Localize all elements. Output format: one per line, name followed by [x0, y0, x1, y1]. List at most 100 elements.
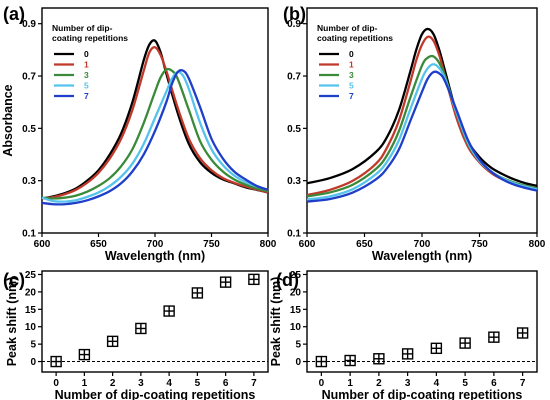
data-point — [344, 354, 356, 367]
y-tick-label: 0.9 — [22, 19, 36, 30]
y-tick-label: 0.1 — [287, 229, 301, 240]
y-axis-title: Peak shift (nm) — [5, 277, 19, 367]
x-tick-label: 2 — [110, 378, 116, 389]
data-point — [135, 322, 147, 335]
y-tick-label: 0.3 — [22, 176, 36, 187]
y-tick-label: 0 — [295, 357, 301, 368]
series-line-5 — [41, 70, 269, 203]
legend-label-7: 7 — [349, 91, 354, 101]
x-axis-title: Wavelength (nm) — [105, 249, 205, 263]
y-tick-label: 10 — [290, 322, 302, 333]
y-tick-label: 20 — [290, 287, 302, 298]
chart-panel-a: (a)600 650 700 750 8000.10.30.50.70.9Wavelen… — [1, 4, 277, 263]
data-point — [373, 353, 385, 365]
x-tick-label: 750 — [471, 239, 488, 250]
data-point — [459, 337, 471, 349]
legend-label-5: 5 — [84, 81, 89, 91]
y-tick-label: 0.9 — [287, 19, 301, 30]
x-tick-label: 7 — [251, 378, 257, 389]
y-tick-label: 5 — [295, 340, 301, 351]
x-tick-label: 7 — [520, 378, 526, 389]
data-point — [191, 287, 204, 299]
panel-label: (c) — [3, 270, 25, 290]
series-line-0 — [306, 27, 538, 188]
x-tick-label: 0 — [319, 378, 325, 389]
x-axis-title: Number of dip-coating repetitions — [55, 388, 256, 400]
y-axis-title: Absorbance — [1, 84, 15, 156]
series-line-1 — [41, 46, 269, 200]
legend-title: Number of dip- — [317, 23, 378, 33]
series-line-3 — [41, 67, 269, 200]
data-point — [430, 342, 443, 355]
x-tick-label: 4 — [166, 378, 172, 389]
y-tick-label: 0.7 — [287, 72, 301, 83]
y-tick-label: 0.5 — [287, 124, 301, 135]
panel-label: (d) — [276, 270, 299, 290]
y-tick-label: 5 — [30, 340, 36, 351]
x-tick-label: 650 — [356, 239, 373, 250]
data-point — [50, 355, 62, 368]
x-axis-title: Number of dip-coating repetitions — [322, 388, 523, 400]
plot-frame — [41, 270, 269, 373]
data-point — [248, 273, 260, 286]
legend-label-1: 1 — [349, 60, 354, 70]
x-tick-label: 1 — [82, 378, 88, 389]
x-tick-label: 700 — [414, 239, 431, 250]
chart-panel-b: (b)600 650 700 750 8000.10.30.50.70.9Wavelen… — [283, 4, 546, 263]
legend-title: coating repetitions — [317, 33, 393, 43]
y-tick-label: 0.7 — [22, 72, 36, 83]
legend-label-5: 5 — [349, 81, 354, 91]
data-point — [219, 276, 232, 288]
series-line-7 — [41, 69, 269, 206]
legend-label-3: 3 — [84, 70, 89, 80]
chart-panel-c: (c) 0 1 2 3 4 5 6 7 0 5 10 15 20 25 Number of dip-coati… — [3, 270, 269, 400]
y-tick-label: 0 — [30, 357, 36, 368]
data-point — [78, 348, 91, 361]
y-axis-title: Peak shift (nm) — [269, 277, 283, 367]
x-tick-label: 700 — [147, 239, 164, 250]
data-point — [401, 348, 414, 360]
y-tick-label: 0.5 — [22, 124, 36, 135]
y-tick-label: 10 — [25, 322, 37, 333]
data-point — [315, 355, 328, 368]
series-line-7 — [306, 70, 538, 203]
x-tick-label: 5 — [195, 378, 201, 389]
legend-label-3: 3 — [349, 70, 354, 80]
y-tick-label: 0.3 — [287, 176, 301, 187]
x-tick-label: 750 — [203, 239, 220, 250]
data-point — [488, 331, 500, 343]
series-line-1 — [306, 35, 538, 197]
x-tick-label: 650 — [90, 239, 107, 250]
legend-label-0: 0 — [349, 49, 354, 59]
y-tick-label: 20 — [25, 287, 37, 298]
chart-panel-d: (d) 0 1 2 3 4 5 6 7 0 5 10 15 20 25 Number of dip-coati… — [269, 270, 538, 400]
legend-label-7: 7 — [84, 91, 89, 101]
y-tick-label: 15 — [25, 305, 37, 316]
data-point — [163, 305, 175, 317]
x-tick-label: 4 — [434, 378, 440, 389]
x-tick-label: 600 — [34, 239, 51, 250]
data-point — [516, 327, 529, 339]
x-tick-label: 6 — [223, 378, 229, 389]
x-tick-label: 600 — [299, 239, 316, 250]
y-tick-label: 25 — [290, 270, 302, 281]
legend-title: coating repetitions — [52, 33, 128, 43]
x-tick-label: 800 — [529, 239, 546, 250]
y-tick-label: 25 — [25, 270, 37, 281]
legend-label-1: 1 — [84, 60, 89, 70]
x-tick-label: 2 — [376, 378, 382, 389]
x-tick-label: 5 — [462, 378, 468, 389]
x-tick-label: 1 — [347, 378, 353, 389]
panel-label: (b) — [283, 4, 306, 24]
x-tick-label: 3 — [138, 378, 144, 389]
data-point — [106, 335, 119, 348]
legend-label-0: 0 — [84, 49, 89, 59]
x-tick-label: 0 — [53, 378, 59, 389]
y-tick-label: 0.1 — [22, 229, 36, 240]
x-axis-title: Wavelength (nm) — [372, 249, 472, 263]
y-tick-label: 15 — [290, 305, 302, 316]
legend-title: Number of dip- — [52, 23, 113, 33]
x-tick-label: 3 — [405, 378, 411, 389]
x-tick-label: 6 — [491, 378, 497, 389]
